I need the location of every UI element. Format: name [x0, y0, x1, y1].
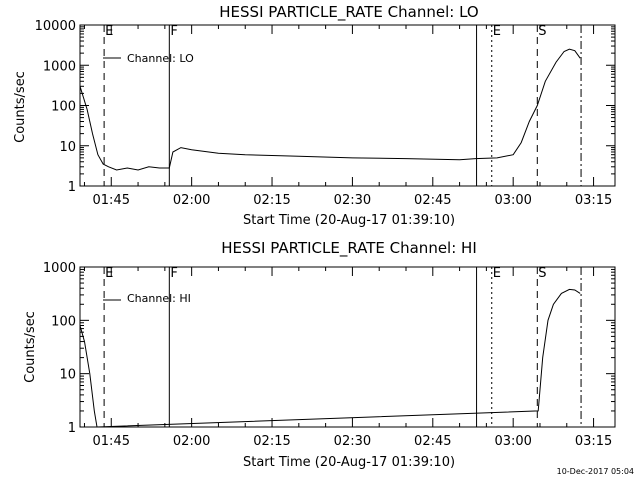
x-tick-label: 02:15 [253, 193, 290, 208]
x-tick-label: 03:15 [575, 434, 612, 449]
y-tick-label: 1 [68, 421, 76, 436]
x-tick-label: 02:00 [173, 434, 210, 449]
event-marker-label: E [493, 24, 501, 39]
timestamp-stamp: 10-Dec-2017 05:04 [557, 467, 634, 476]
y-tick-label: 100 [51, 100, 76, 115]
plot-frame [79, 266, 616, 428]
data-series-line [79, 288, 581, 428]
event-marker-label: E [105, 266, 113, 281]
x-tick-label: 02:45 [414, 193, 451, 208]
y-tick-label: 1000 [43, 59, 76, 74]
x-tick-label: 03:00 [494, 434, 531, 449]
x-tick-label: 02:15 [253, 434, 290, 449]
y-tick-label: 10000 [35, 19, 76, 34]
data-series-line [79, 48, 581, 171]
x-tick-label: 02:30 [334, 434, 371, 449]
x-axis-label-lo: Start Time (20-Aug-17 01:39:10) [243, 213, 455, 228]
y-axis-label-lo: Counts/sec [13, 71, 28, 143]
event-marker-label: E [105, 24, 113, 39]
x-tick-label: 01:45 [93, 434, 130, 449]
x-tick-label: 03:15 [575, 193, 612, 208]
panel-hi: HESSI PARTICLE_RATE Channel: HI Start Ti… [23, 239, 616, 470]
x-tick-label: 02:45 [414, 434, 451, 449]
x-tick-label: 03:00 [494, 193, 531, 208]
plot-frame [79, 24, 616, 187]
event-marker-label: F [170, 24, 177, 39]
x-axis-label-hi: Start Time (20-Aug-17 01:39:10) [243, 455, 455, 470]
y-tick-label: 10 [59, 140, 76, 155]
legend-label-hi: Channel: HI [127, 292, 191, 305]
x-tick-label: 01:45 [93, 193, 130, 208]
event-marker-label: F [170, 266, 177, 281]
y-axis-label-hi: Counts/sec [23, 311, 38, 383]
legend-label-lo: Channel: LO [127, 52, 194, 65]
y-tick-label: 1 [68, 180, 76, 195]
event-marker-label: S [538, 24, 546, 39]
event-marker-label: S [538, 266, 546, 281]
panel-lo: HESSI PARTICLE_RATE Channel: LO Start Ti… [13, 3, 616, 228]
y-tick-label: 100 [51, 314, 76, 329]
chart-title-lo: HESSI PARTICLE_RATE Channel: LO [219, 3, 478, 22]
event-marker-label: E [493, 266, 501, 281]
x-tick-label: 02:30 [334, 193, 371, 208]
x-tick-label: 02:00 [173, 193, 210, 208]
chart-title-hi: HESSI PARTICLE_RATE Channel: HI [221, 239, 477, 258]
y-tick-label: 10 [59, 368, 76, 383]
y-tick-label: 1000 [43, 261, 76, 276]
